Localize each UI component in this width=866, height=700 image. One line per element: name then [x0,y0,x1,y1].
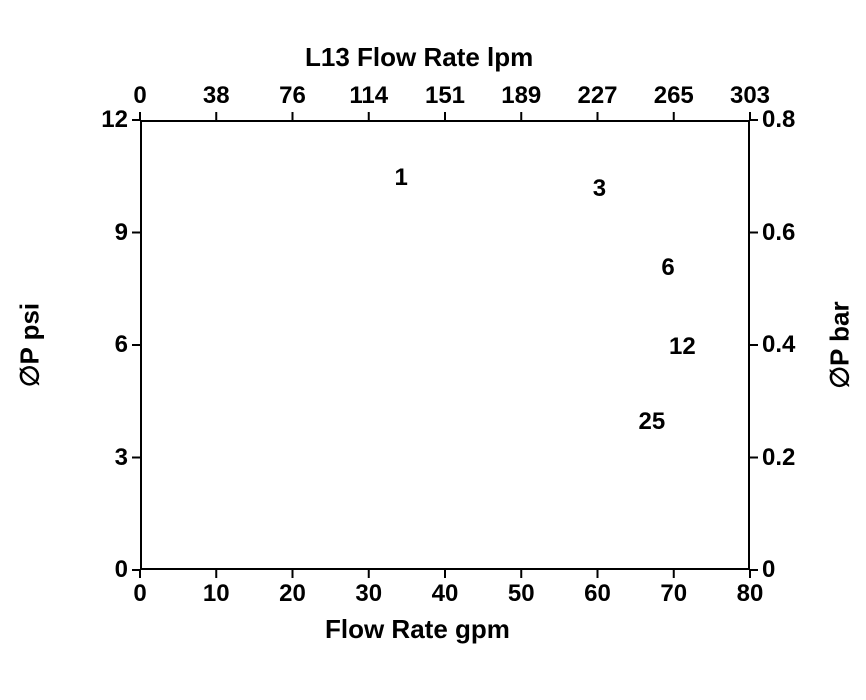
x-top-tick-label: 189 [493,82,549,110]
x-bottom-tick-label: 40 [415,580,475,608]
x-bottom-title: Flow Rate gpm [325,614,510,645]
y-left-tick-label: 12 [80,106,128,134]
plot-area [140,120,750,570]
y-right-tick-label: 0 [762,556,812,584]
x-top-tick-label: 114 [341,82,397,110]
x-bottom-tick-label: 50 [491,580,551,608]
series-label: 25 [639,408,666,436]
x-bottom-tick-label: 0 [110,580,170,608]
x-bottom-tick-label: 70 [644,580,704,608]
y-left-title: ∅P psi [15,303,46,387]
y-right-tick-label: 0.2 [762,444,812,472]
series-label: 12 [669,333,696,361]
y-left-tick-label: 9 [80,219,128,247]
series-label: 6 [661,254,674,282]
x-top-tick-label: 265 [646,82,702,110]
y-right-tick-label: 0.8 [762,106,812,134]
x-bottom-tick-label: 80 [720,580,780,608]
x-top-tick-label: 227 [570,82,626,110]
x-bottom-tick-label: 60 [568,580,628,608]
x-bottom-tick-label: 20 [263,580,323,608]
chart-container: { "canvas": { "width": 866, "height": 70… [0,0,866,700]
series-label: 1 [395,164,408,192]
x-top-tick-label: 38 [188,82,244,110]
x-bottom-tick-label: 10 [186,580,246,608]
x-top-tick-label: 151 [417,82,473,110]
y-right-tick-label: 0.6 [762,219,812,247]
series-label: 3 [593,175,606,203]
x-top-title: L13 Flow Rate lpm [305,42,533,73]
x-bottom-tick-label: 30 [339,580,399,608]
y-left-tick-label: 0 [80,556,128,584]
y-right-tick-label: 0.4 [762,331,812,359]
x-top-tick-label: 76 [265,82,321,110]
y-right-title: ∅P bar [825,301,856,388]
y-left-tick-label: 6 [80,331,128,359]
y-left-tick-label: 3 [80,444,128,472]
